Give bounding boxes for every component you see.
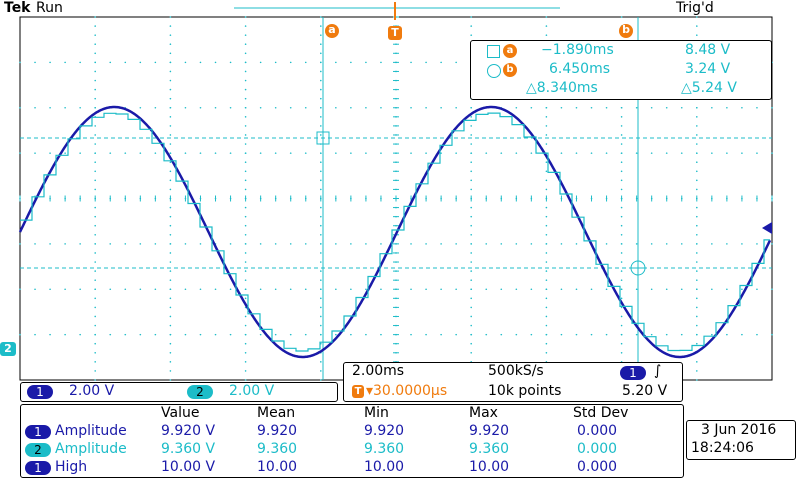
measurement-std: 0.000 xyxy=(577,459,618,475)
cursor-a-volt: 8.48 V xyxy=(685,42,731,58)
run-state[interactable]: Run xyxy=(36,0,63,16)
measurement-name: Amplitude xyxy=(55,423,127,439)
ch2-waveform xyxy=(20,112,770,352)
header-mean: Mean xyxy=(257,405,296,421)
trigger-marker[interactable] xyxy=(388,26,402,40)
time-per-div: 2.00ms xyxy=(352,363,405,379)
measurement-value: 9.920 V xyxy=(161,423,216,439)
trigger-position: ▾30.0000µs xyxy=(366,383,448,399)
cursor-a-tag[interactable] xyxy=(325,24,339,38)
measurement-row[interactable]: 1 Amplitude 9.920 V 9.920 9.920 9.920 0.… xyxy=(21,423,683,441)
trigger-pos-icon: T xyxy=(352,385,364,398)
measurement-min: 10.00 xyxy=(364,459,405,475)
ch2-scale[interactable]: 2.00 V xyxy=(229,383,275,399)
timebase-panel[interactable]: 2.00ms 500kS/s 1 ∫ T ▾30.0000µs 10k poin… xyxy=(343,362,683,402)
measurement-value: 10.00 V xyxy=(161,459,216,475)
header-min: Min xyxy=(364,405,389,421)
datetime-panel: 3 Jun 2016 18:24:06 xyxy=(686,420,796,460)
ch1-scale[interactable]: 2.00 V xyxy=(69,383,115,399)
measurement-row[interactable]: 1 High 10.00 V 10.00 10.00 10.00 0.000 xyxy=(21,459,683,477)
time: 18:24:06 xyxy=(691,440,754,456)
trigger-level: 5.20 V xyxy=(622,383,668,399)
header-std-dev: Std Dev xyxy=(573,405,629,421)
measurement-mean: 9.920 xyxy=(257,423,298,439)
measurement-row[interactable]: 2 Amplitude 9.360 V 9.360 9.360 9.360 0.… xyxy=(21,441,683,459)
cursor-a-icon: a xyxy=(503,44,517,58)
measurement-ch-badge: 2 xyxy=(25,443,51,457)
cursor-a-label: a xyxy=(328,23,336,36)
rising-edge-icon: ∫ xyxy=(654,363,662,379)
measurement-min: 9.920 xyxy=(364,423,405,439)
cursor-a-marker xyxy=(316,131,330,145)
date: 3 Jun 2016 xyxy=(701,422,777,438)
measurement-name: High xyxy=(55,459,88,475)
measurement-ch-badge: 1 xyxy=(25,425,51,439)
ch1-badge[interactable]: 1 xyxy=(27,385,53,399)
header-value: Value xyxy=(161,405,200,421)
cursor-readout-panel: a −1.890ms 8.48 V b 6.450ms 3.24 V △8.34… xyxy=(470,40,772,100)
cursor-a-time: −1.890ms xyxy=(541,42,614,58)
cursor-a-square-icon xyxy=(487,45,500,58)
brand-logo: Tek xyxy=(4,0,31,16)
measurements-panel: Value Mean Min Max Std Dev 1 Amplitude 9… xyxy=(20,404,684,478)
trigger-state: Trig'd xyxy=(676,0,714,16)
measurement-name: Amplitude xyxy=(55,441,127,457)
ch2-ground-marker[interactable] xyxy=(0,342,16,356)
cursor-b-label: b xyxy=(622,23,630,36)
measurement-mean: 10.00 xyxy=(257,459,298,475)
measurement-value: 9.360 V xyxy=(161,441,216,457)
measurement-max: 9.920 xyxy=(469,423,510,439)
measurement-mean: 9.360 xyxy=(257,441,298,457)
ch2-badge[interactable]: 2 xyxy=(187,385,213,399)
cursor-b-tag[interactable] xyxy=(619,24,633,38)
measurement-max: 10.00 xyxy=(469,459,510,475)
trigger-label: T xyxy=(391,26,399,39)
sample-rate: 500kS/s xyxy=(488,363,544,379)
measurement-max: 9.360 xyxy=(469,441,510,457)
cursor-b-circle-icon xyxy=(487,64,501,78)
cursor-b-time: 6.450ms xyxy=(549,61,611,77)
trigger-level-arrow[interactable] xyxy=(762,222,772,234)
cursor-delta-time: △8.340ms xyxy=(526,80,598,96)
ch2-ground-label: 2 xyxy=(4,342,12,355)
cursor-delta-volt: △5.24 V xyxy=(681,80,737,96)
trigger-source-badge: 1 xyxy=(620,366,646,380)
channel-scale-bar: 1 2.00 V 2 2.00 V xyxy=(20,382,338,402)
record-length: 10k points xyxy=(488,383,562,399)
measurement-std: 0.000 xyxy=(577,441,618,457)
header-max: Max xyxy=(469,405,498,421)
measurement-min: 9.360 xyxy=(364,441,405,457)
cursor-b-icon: b xyxy=(503,63,517,77)
measurement-std: 0.000 xyxy=(577,423,618,439)
cursor-b-volt: 3.24 V xyxy=(685,61,731,77)
measurement-ch-badge: 1 xyxy=(25,461,51,475)
